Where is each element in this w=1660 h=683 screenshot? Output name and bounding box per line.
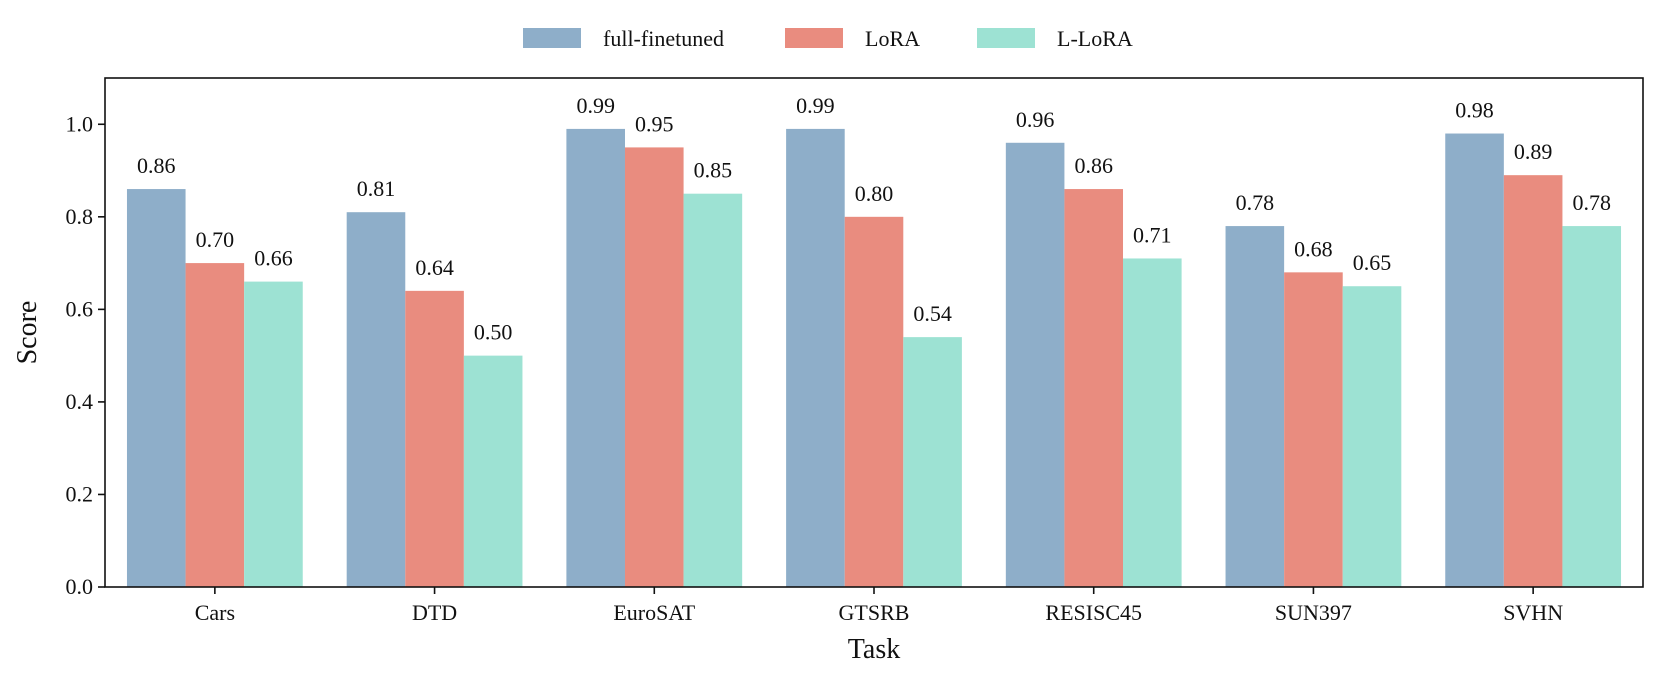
bar-value-label: 0.80: [855, 181, 894, 206]
bars: [126, 128, 1622, 588]
y-tick-label: 0.2: [66, 481, 94, 506]
bar-value-label: 0.81: [357, 176, 396, 201]
bar-value-label: 0.70: [196, 227, 235, 252]
x-tick-label: GTSRB: [839, 600, 910, 625]
legend-label: L-LoRA: [1057, 26, 1133, 51]
legend-label: LoRA: [865, 26, 920, 51]
bar: [1064, 189, 1124, 587]
bar: [405, 290, 464, 587]
y-tick-label: 0.8: [66, 204, 94, 229]
x-tick-label: SUN397: [1275, 600, 1352, 625]
bar-value-label: 0.65: [1353, 250, 1392, 275]
bar: [903, 337, 962, 587]
x-axis-ticks: Cars DTD EuroSAT GTSRB RESISC45 SUN397 SVHN: [195, 587, 1563, 625]
bar: [1562, 226, 1622, 587]
bar-value-label: 0.99: [576, 93, 615, 118]
bar: [1503, 175, 1563, 587]
bar: [185, 263, 245, 587]
bar: [844, 216, 904, 587]
plot-frame: [104, 77, 1644, 588]
bar: [1342, 286, 1402, 587]
bar: [1445, 133, 1504, 587]
bar-value-label: 0.89: [1514, 139, 1553, 164]
legend-swatch: [785, 28, 843, 48]
bar: [244, 281, 303, 587]
bar-value-label: 0.95: [635, 111, 674, 136]
bar-value-label: 0.68: [1294, 236, 1333, 261]
bar-value-label: 0.54: [913, 301, 952, 326]
bar-value-label: 0.99: [796, 93, 835, 118]
bar: [463, 355, 523, 587]
x-tick-label: EuroSAT: [613, 600, 695, 625]
bar: [1123, 258, 1182, 587]
y-axis-ticks: 0.0 0.2 0.4 0.6 0.8 1.0: [66, 111, 105, 599]
legend: full-finetuned LoRA L-LoRA: [523, 26, 1133, 51]
bar: [346, 212, 406, 587]
bar-value-label: 0.98: [1455, 98, 1494, 123]
y-tick-label: 1.0: [66, 111, 94, 136]
bar: [786, 128, 845, 587]
legend-swatch: [523, 28, 581, 48]
bar-value-label: 0.78: [1236, 190, 1275, 215]
bar-value-label: 0.85: [694, 158, 733, 183]
bar: [1225, 226, 1285, 587]
x-axis-title: Task: [848, 634, 900, 665]
bar: [683, 193, 743, 587]
bar-value-label: 0.86: [1074, 153, 1113, 178]
bar-value-label: 0.96: [1016, 107, 1055, 132]
bar-value-label: 0.66: [254, 246, 293, 271]
bar-value-label: 0.78: [1572, 190, 1611, 215]
legend-label: full-finetuned: [603, 26, 724, 51]
bar: [126, 189, 186, 587]
bar-value-label: 0.86: [137, 153, 176, 178]
x-tick-label: Cars: [195, 600, 235, 625]
y-axis-title: Score: [12, 301, 43, 365]
y-tick-label: 0.4: [66, 389, 94, 414]
y-tick-label: 0.0: [66, 574, 94, 599]
x-tick-label: RESISC45: [1045, 600, 1142, 625]
bar: [1005, 142, 1065, 588]
data-labels: 0.86 0.70 0.66 0.81 0.64 0.50 0.99 0.95 0.85 0.99…: [137, 93, 1611, 345]
x-tick-label: SVHN: [1503, 600, 1563, 625]
bar-value-label: 0.71: [1133, 222, 1172, 247]
bar-value-label: 0.50: [474, 320, 513, 345]
legend-swatch: [977, 28, 1035, 48]
bar-value-label: 0.64: [415, 255, 454, 280]
bar: [624, 147, 684, 587]
bar: [566, 128, 625, 587]
y-tick-label: 0.6: [66, 296, 94, 321]
bar: [1284, 272, 1343, 587]
x-tick-label: DTD: [412, 600, 457, 625]
